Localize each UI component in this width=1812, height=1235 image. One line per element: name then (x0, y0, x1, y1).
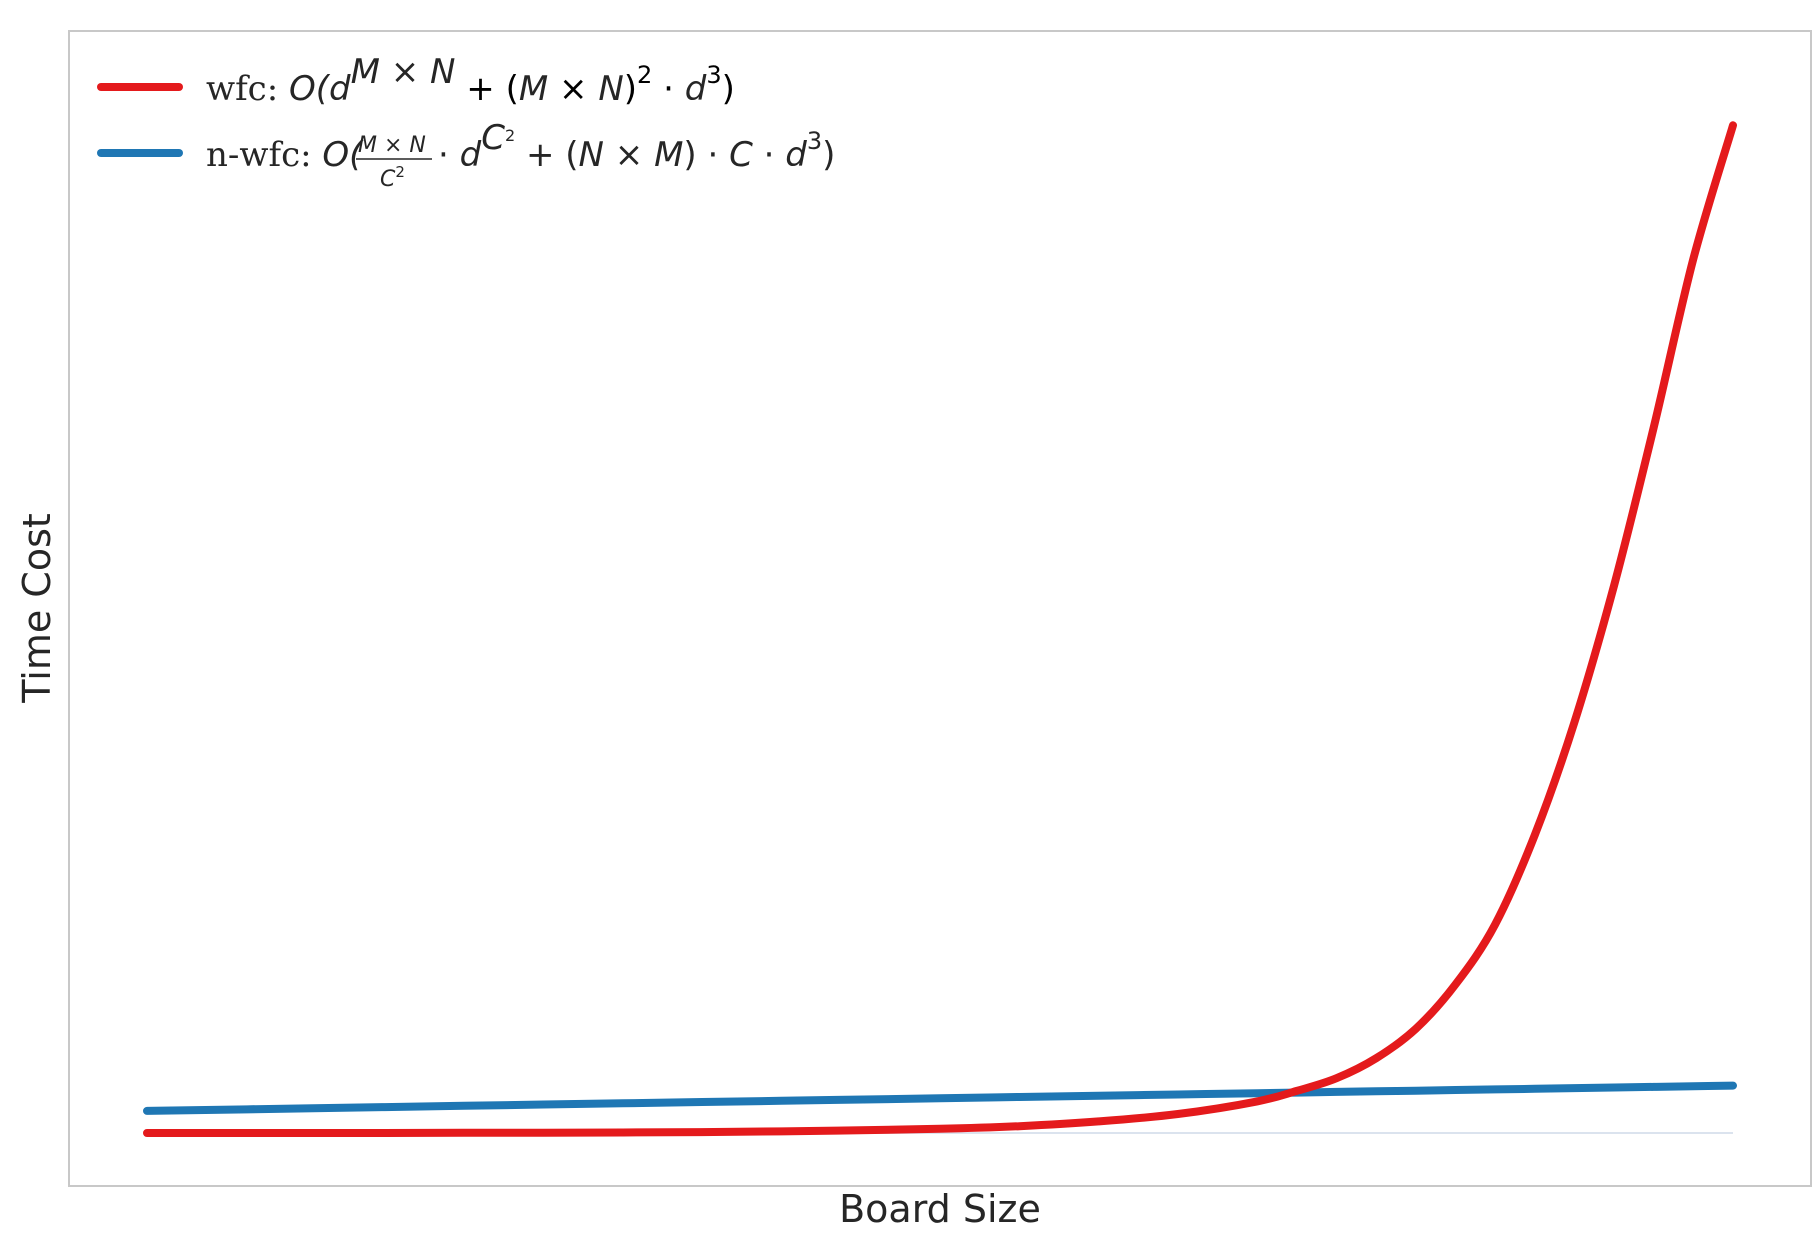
legend-label-wfc: wfc: O(dM × N + (M × N)2 · d3) (206, 52, 735, 109)
y-axis-label: Time Cost (15, 513, 59, 704)
x-axis-label: Board Size (839, 1187, 1041, 1231)
legend-wfc-prefix: wfc: (206, 69, 289, 109)
series-line-n-wfc (143, 1081, 1737, 1115)
legend: wfc: O(dM × N + (M × N)2 · d3) n-wfc: O(… (97, 52, 835, 192)
legend-label-nwfc: n-wfc: O( (206, 135, 364, 175)
legend-fraction-numerator: M × N (358, 133, 426, 158)
legend-nwfc-prefix: n-wfc: (206, 135, 322, 175)
series-layer (143, 121, 1737, 1138)
series-line-wfc (143, 121, 1737, 1138)
legend-label-nwfc-rest: · dC2 + (N × M) · C · d3) (438, 118, 835, 175)
plot-frame (68, 30, 1812, 1187)
